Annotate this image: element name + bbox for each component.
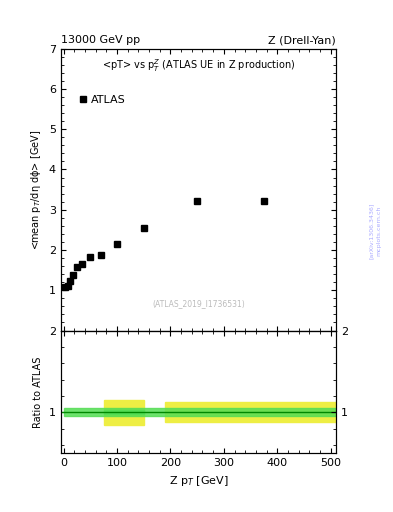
Text: <pT> vs p$_T^Z$ (ATLAS UE in Z production): <pT> vs p$_T^Z$ (ATLAS UE in Z productio… <box>102 57 295 74</box>
Line: ATLAS: ATLAS <box>62 198 267 290</box>
Text: 13000 GeV pp: 13000 GeV pp <box>61 35 140 45</box>
ATLAS <box>71 272 75 278</box>
Bar <box>104 410 144 414</box>
Bar <box>104 400 144 424</box>
Text: [arXiv:1306.3436]: [arXiv:1306.3436] <box>369 202 374 259</box>
ATLAS <box>262 198 266 204</box>
Text: Z (Drell-Yan): Z (Drell-Yan) <box>268 35 336 45</box>
ATLAS <box>99 252 103 258</box>
ATLAS <box>62 284 67 290</box>
Bar <box>165 402 336 422</box>
ATLAS <box>88 254 93 260</box>
Legend: ATLAS: ATLAS <box>75 91 130 110</box>
ATLAS <box>141 225 146 231</box>
ATLAS <box>195 198 200 204</box>
Y-axis label: Ratio to ATLAS: Ratio to ATLAS <box>33 356 43 428</box>
Y-axis label: <mean p$_T$/dη dϕ> [GeV]: <mean p$_T$/dη dϕ> [GeV] <box>29 130 43 250</box>
ATLAS <box>65 283 70 289</box>
ATLAS <box>75 264 79 270</box>
Text: mcplots.cern.ch: mcplots.cern.ch <box>377 205 382 255</box>
Bar <box>64 408 336 416</box>
ATLAS <box>80 261 84 267</box>
X-axis label: Z p$_T$ [GeV]: Z p$_T$ [GeV] <box>169 474 228 487</box>
ATLAS <box>68 279 73 285</box>
ATLAS <box>115 241 119 247</box>
Text: (ATLAS_2019_I1736531): (ATLAS_2019_I1736531) <box>152 299 245 308</box>
